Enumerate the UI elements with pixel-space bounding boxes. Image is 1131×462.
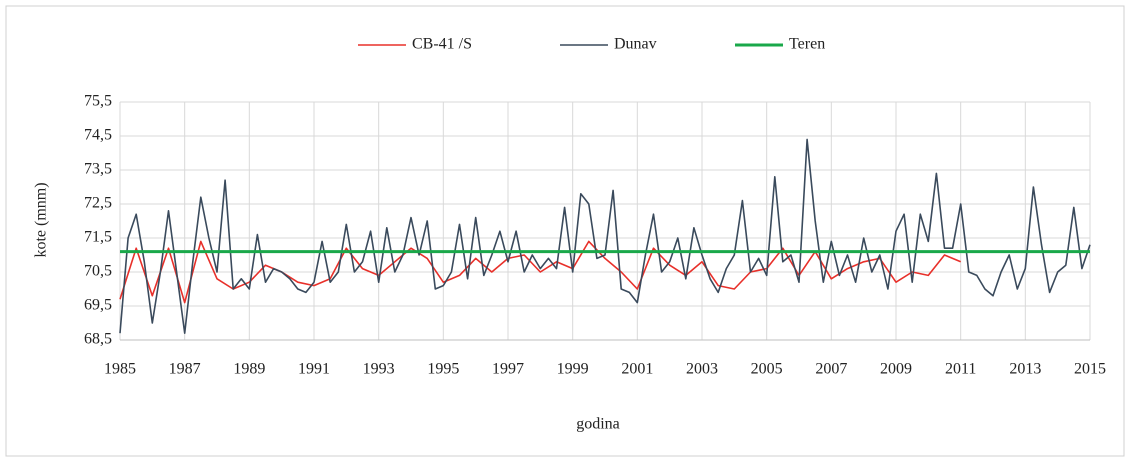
x-tick-label: 1985 — [104, 361, 136, 378]
x-axis-label: godina — [576, 416, 620, 433]
x-tick-label: 1997 — [492, 361, 524, 378]
chart-border — [5, 5, 1125, 457]
x-tick-label: 1991 — [298, 361, 330, 378]
y-tick-label: 74,5 — [84, 127, 112, 144]
y-tick-label: 73,5 — [84, 161, 112, 178]
x-tick-label: 2009 — [880, 361, 912, 378]
x-tick-label: 1995 — [427, 361, 459, 378]
x-tick-label: 2005 — [751, 361, 783, 378]
y-tick-label: 75,5 — [84, 93, 112, 110]
y-tick-label: 72,5 — [84, 195, 112, 212]
legend-label: Dunav — [614, 36, 657, 53]
y-tick-label: 71,5 — [84, 229, 112, 246]
x-tick-label: 2007 — [815, 361, 847, 378]
x-tick-label: 1989 — [233, 361, 265, 378]
x-tick-label: 2001 — [621, 361, 653, 378]
y-tick-label: 68,5 — [84, 331, 112, 348]
x-tick-label: 1987 — [169, 361, 201, 378]
x-tick-label: 2011 — [945, 361, 976, 378]
x-tick-label: 2015 — [1074, 361, 1106, 378]
legend-label: Teren — [789, 36, 825, 53]
x-tick-label: 1999 — [557, 361, 589, 378]
series-line — [119, 138, 1091, 334]
x-tick-label: 2003 — [686, 361, 718, 378]
y-tick-label: 69,5 — [84, 297, 112, 314]
x-tick-label: 1993 — [363, 361, 395, 378]
x-tick-label: 2013 — [1009, 361, 1041, 378]
legend-label: CB-41 /S — [412, 36, 472, 53]
y-axis-label: kote (mnm) — [33, 182, 50, 257]
y-tick-label: 70,5 — [84, 263, 112, 280]
